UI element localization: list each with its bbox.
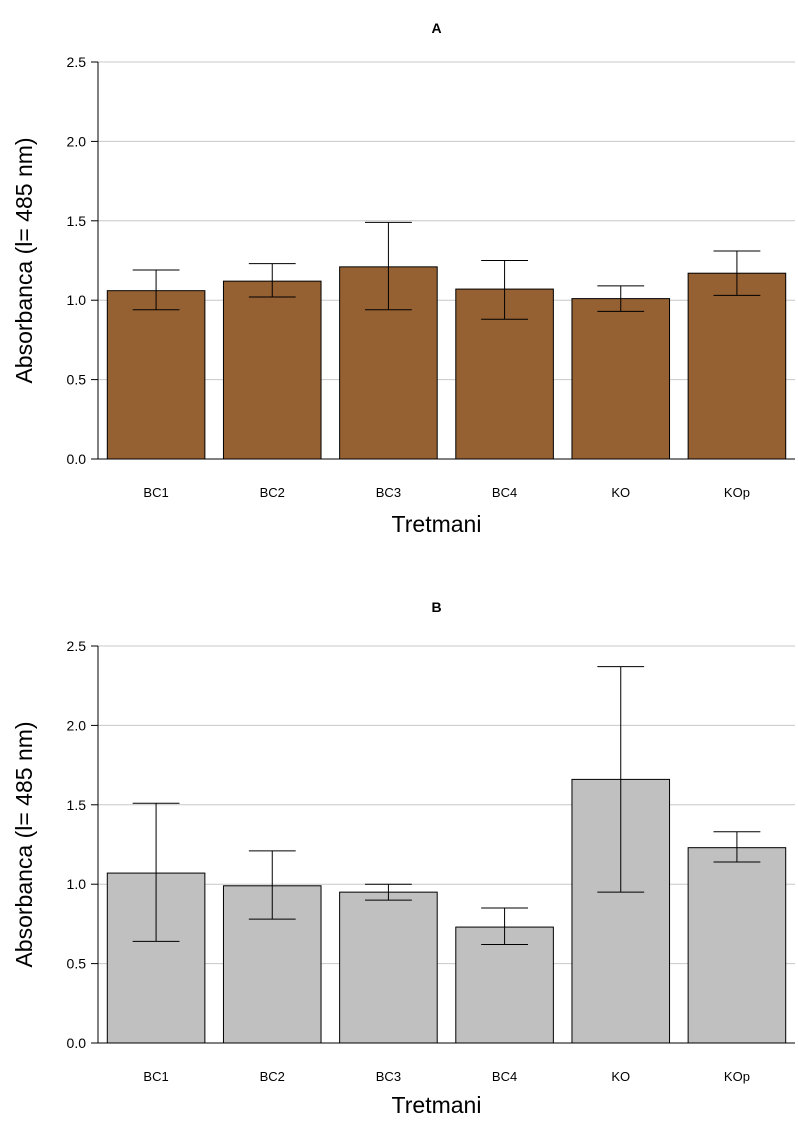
- bar-bc1: [107, 291, 205, 459]
- bar-ko: [572, 299, 670, 459]
- panel-a: A 0.0 0.5 1.0 1.5 2.0 2.5 BC1 BC2 BC3 BC4 KO KOp Tret…: [11, 20, 795, 537]
- x-axis-label: Tretmani: [392, 511, 482, 537]
- y-axis-label: Absorbanca (l= 485 nm): [11, 721, 37, 967]
- x-tick-label: KO: [611, 1069, 630, 1084]
- bar-bc3: [340, 892, 438, 1043]
- x-tick-label: BC4: [492, 1069, 517, 1084]
- y-axis-label: Absorbanca (l= 485 nm): [11, 137, 37, 383]
- x-tick-label: BC1: [143, 485, 168, 500]
- x-tick-label: BC3: [376, 1069, 401, 1084]
- x-tick-label: BC1: [143, 1069, 168, 1084]
- x-tick-label: BC2: [260, 485, 285, 500]
- y-tick-label: 1.0: [67, 292, 87, 308]
- x-tick-label: BC2: [260, 1069, 285, 1084]
- x-tick-label: BC4: [492, 485, 517, 500]
- y-tick-label: 1.5: [67, 797, 87, 813]
- y-tick-label: 1.5: [67, 213, 87, 229]
- y-tick-label: 2.5: [67, 638, 87, 654]
- y-tick-label: 2.0: [67, 133, 87, 149]
- x-axis-label: Tretmani: [392, 1092, 482, 1118]
- bar-kop: [688, 848, 786, 1043]
- y-tick-label: 0.5: [67, 956, 87, 972]
- x-tick-label: KO: [611, 485, 630, 500]
- y-tick-label: 1.0: [67, 876, 87, 892]
- y-tick-label: 0.5: [67, 372, 87, 388]
- x-tick-label: BC3: [376, 485, 401, 500]
- chart-title: A: [431, 20, 441, 36]
- y-tick-label: 0.0: [67, 451, 87, 467]
- chart-title: B: [431, 599, 441, 615]
- panel-b: B 0.0 0.5 1.0 1.5 2.0 2.5 BC1 BC2 BC3 BC4 KO KOp Tret…: [11, 599, 795, 1118]
- y-tick-label: 0.0: [67, 1035, 87, 1051]
- y-tick-label: 2.5: [67, 54, 87, 70]
- y-tick-label: 2.0: [67, 717, 87, 733]
- bar-bc2: [223, 281, 321, 459]
- x-tick-label: KOp: [724, 485, 750, 500]
- x-tick-label: KOp: [724, 1069, 750, 1084]
- bar-kop: [688, 273, 786, 459]
